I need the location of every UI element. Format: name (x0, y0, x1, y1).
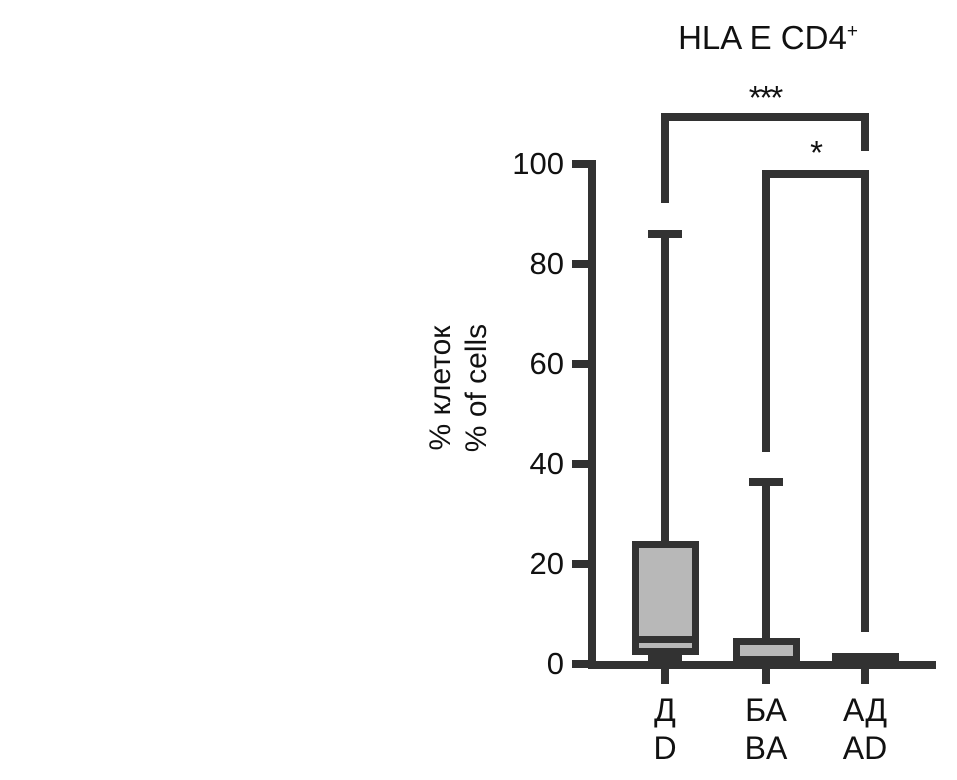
y-axis-label-line-ru: % клеток (424, 325, 457, 451)
x-category-label-ru: БА (745, 692, 787, 728)
y-tick-label: 0 (546, 646, 564, 681)
y-tick-mark (572, 660, 588, 668)
y-tick-label: 100 (512, 146, 564, 181)
x-category-label-en: D (653, 730, 677, 766)
upper-whisker-stem (661, 234, 669, 544)
y-tick-label: 20 (529, 546, 564, 581)
significance-bracket-left-arm (661, 113, 669, 203)
x-category-label-ru: Д (654, 692, 676, 728)
y-axis-label: % клеток % of cells (423, 324, 495, 452)
chart-title-base: HLA E CD4 (678, 19, 847, 56)
lower-whisker-cap (648, 655, 682, 663)
x-category-label: АД AD (843, 691, 887, 767)
x-tick-mark (762, 669, 770, 684)
x-category-label-en: AD (842, 730, 888, 766)
upper-whisker-cap (648, 230, 682, 238)
x-category-label-en: BA (744, 730, 788, 766)
median-line (739, 655, 793, 663)
significance-bracket-bar (762, 170, 869, 178)
significance-bracket-bar (661, 113, 869, 121)
chart-title: HLA E CD4+ (588, 18, 948, 58)
significance-bracket-right-arm (861, 113, 869, 151)
significance-stars: * (810, 134, 823, 171)
median-line (638, 635, 692, 643)
y-tick-mark (572, 260, 588, 268)
upper-whisker-stem (762, 481, 770, 642)
y-tick-label: 40 (529, 446, 564, 481)
y-axis-label-line-en: % of cells (460, 323, 493, 453)
x-tick-mark (661, 669, 669, 684)
median-line (838, 658, 892, 665)
y-tick-mark (572, 460, 588, 468)
chart-title-superscript: + (846, 21, 858, 42)
y-axis-line (588, 160, 596, 669)
x-category-label: БА BA (745, 691, 788, 767)
y-tick-mark (572, 560, 588, 568)
significance-bracket-left-arm (762, 170, 770, 452)
x-tick-mark (861, 669, 869, 684)
y-tick-mark (572, 360, 588, 368)
y-tick-mark (572, 160, 588, 168)
significance-bracket-right-arm (861, 170, 869, 632)
significance-stars: *** (748, 79, 784, 116)
y-tick-label: 80 (529, 246, 564, 281)
upper-whisker-cap (749, 477, 783, 486)
x-category-label-ru: АД (842, 692, 888, 728)
y-tick-label: 60 (529, 346, 564, 381)
